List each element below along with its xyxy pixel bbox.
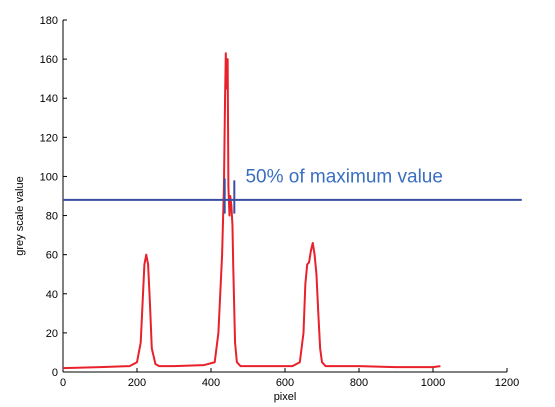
y-axis-label: grey scale value [14, 176, 26, 256]
y-tick-label: 160 [40, 54, 58, 66]
y-tick-label: 60 [46, 250, 58, 262]
y-tick-label: 0 [52, 367, 58, 379]
x-tick-label: 1000 [421, 377, 445, 389]
series-layer [62, 52, 522, 370]
annotation-label: 50% of maximum value [245, 166, 442, 187]
x-tick-label: 600 [276, 377, 294, 389]
x-tick-label: 200 [128, 377, 146, 389]
y-tick-label: 140 [40, 93, 58, 105]
axes: 0 200 400 600 800 1000 1200 0 20 40 60 80 100 120 140 1… [40, 15, 520, 389]
y-tick-label: 40 [46, 289, 58, 301]
annotation-layer: 50% of maximum value [245, 166, 442, 187]
x-tick-label: 800 [350, 377, 368, 389]
x-tick-label: 400 [202, 377, 220, 389]
x-axis-label: pixel [274, 391, 297, 403]
grey-scale-series-line [62, 52, 441, 370]
y-tick-label: 20 [46, 328, 58, 340]
y-tick-label: 100 [40, 171, 58, 183]
y-tick-label: 180 [40, 15, 58, 27]
x-tick-label: 1200 [495, 377, 519, 389]
y-tick-label: 80 [46, 211, 58, 223]
x-tick-label: 0 [60, 377, 66, 389]
y-tick-label: 120 [40, 132, 58, 144]
